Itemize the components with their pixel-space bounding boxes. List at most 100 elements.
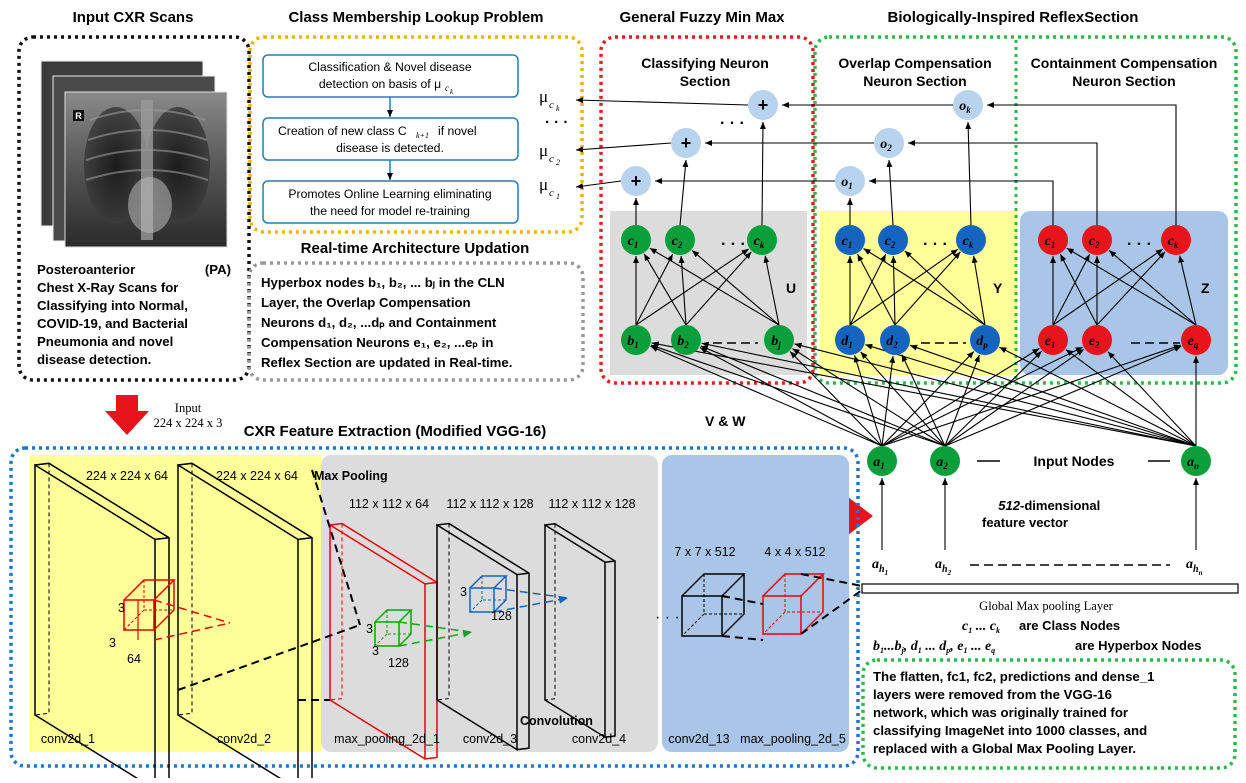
ah-label-1: ah1 <box>872 557 888 577</box>
edge-e-c <box>1052 253 1091 326</box>
edge-b-c <box>763 255 780 326</box>
class-node-z-k: ck <box>1161 225 1191 255</box>
gmp-label: Global Max pooling Layer <box>979 599 1113 613</box>
cube-conv2d-13 <box>681 573 746 637</box>
legend: c1 ... ck are Class Nodes b1...bj, d1 ..… <box>873 618 1201 655</box>
svg-text:ck: ck <box>754 234 765 250</box>
gmp-bar <box>861 583 1239 594</box>
feature-vector-label: 512 -dimensional feature vector <box>982 498 1100 530</box>
svg-text:c: c <box>549 99 554 111</box>
edge-b-c <box>691 250 780 326</box>
edge-d-c <box>849 248 959 326</box>
svg-text:+: + <box>758 95 769 115</box>
input-node-a1: a1 <box>867 446 897 476</box>
svg-text:feature vector: feature vector <box>982 515 1068 530</box>
cxr-desc-line-5: Pneumonia and novel <box>37 334 173 349</box>
section-titles: Classifying Neuron Section Overlap Compe… <box>641 55 1217 89</box>
plus-ellipsis: · · · <box>720 115 745 132</box>
edge-e-c <box>1066 247 1197 326</box>
svg-text:512: 512 <box>998 498 1020 513</box>
legend-class-sym: c1 ... ck <box>962 619 1000 635</box>
edge-input-hyperbox <box>944 345 1182 447</box>
svg-text:conv2d_13: conv2d_13 <box>668 732 729 746</box>
class-membership-header: Class Membership Lookup Problem <box>288 9 543 26</box>
realtime-header: Real-time Architecture Updation <box>301 240 530 257</box>
o-node-k: ok <box>953 90 983 120</box>
flow-box-2-line-2: disease is detected. <box>336 141 444 155</box>
cxr-description: Posteroanterior (PA) Chest X-Ray Scans f… <box>37 262 231 367</box>
svg-text:7 x 7 x 512: 7 x 7 x 512 <box>674 545 735 559</box>
edge-input-hyperbox <box>699 347 883 447</box>
svg-text:network, which was originally: network, which was originally trained fo… <box>873 705 1128 720</box>
edge-input-hyperbox <box>1107 351 1197 447</box>
svg-text:64: 64 <box>127 652 141 666</box>
flow-box-3-line-2: the need for model re-training <box>310 204 470 218</box>
edge-y2-o <box>886 159 894 226</box>
legend-hyperbox-sym: b1...bj, d1 ... dp, e1 ... eq <box>873 639 995 655</box>
hyperbox-node-bj: bj <box>764 325 794 355</box>
svg-text:+: + <box>681 133 692 153</box>
plus-node: + <box>748 90 778 120</box>
edge-input-hyperbox <box>881 351 975 447</box>
svg-text:112 x 112 x 128: 112 x 112 x 128 <box>548 497 635 511</box>
proj-conv2-2 <box>311 469 361 626</box>
svg-text:c1: c1 <box>842 234 853 250</box>
svg-text:o1: o1 <box>841 175 853 191</box>
svg-text:3: 3 <box>460 585 467 599</box>
realtime-line-3: Neurons d₁, d₂, ...dₚ and Containment <box>261 315 497 330</box>
svg-text:conv2d_1: conv2d_1 <box>41 732 95 746</box>
svg-text:c: c <box>549 187 554 199</box>
edge-input-hyperbox <box>792 348 946 447</box>
overlap-node-dp: dp <box>970 325 1000 355</box>
realtime-text: Hyperbox nodes b₁, b₂, ... bⱼ in the CLN… <box>261 275 512 370</box>
edge-input-hyperbox <box>901 354 946 447</box>
edge-c2-plus <box>679 159 689 226</box>
c-ellipsis-z: · · · <box>1127 236 1152 253</box>
edge-input-hyperbox <box>650 345 883 447</box>
svg-text:c: c <box>549 153 554 165</box>
overlap-title-1: Overlap Compensation <box>838 55 991 71</box>
cxr-desc-line-4: COVID-19, and Bacterial <box>37 316 188 331</box>
input-node-a2: a2 <box>930 446 960 476</box>
ah-labels: ah1 ah2 ahn <box>872 557 1203 577</box>
overlap-node-d2: d2 <box>880 325 910 355</box>
edge-d-c <box>904 250 986 326</box>
hyperbox-node-b2: b2 <box>671 325 701 355</box>
plus-node: + <box>671 128 701 158</box>
edge-input-hyperbox <box>944 354 980 447</box>
overlap-node-d1: d1 <box>835 325 865 355</box>
flow-box-1-subsub: k <box>450 88 454 96</box>
input-cxr-box <box>17 35 251 382</box>
svg-text:224 x 224 x 64: 224 x 224 x 64 <box>216 469 298 483</box>
slab-conv2d-4 <box>544 523 616 739</box>
svg-text:1: 1 <box>556 192 560 201</box>
plus-node: + <box>621 166 651 196</box>
svg-text:c2: c2 <box>672 234 683 250</box>
class-node-y-1: c1 <box>835 225 865 255</box>
edge-input-hyperbox <box>881 355 896 447</box>
membership-labels: μ c k · · · μ c 2 μ c 1 <box>539 87 568 201</box>
edge-z2-o <box>908 140 1098 225</box>
realtime-line-2: Layer, the Overlap Compensation <box>261 295 471 310</box>
max-pooling-label: Max Pooling <box>314 469 388 483</box>
network-nodes: + + + ok o2 o1 c1 c2 ck c1 c2 ck c1 c2 ck b1 b2 bj d1 d2 dp e… <box>621 90 1211 476</box>
classifying-title-1: Classifying Neuron <box>641 55 769 71</box>
flow-box-2-line-1b: if novel <box>438 124 477 138</box>
svg-text:112 x 112 x 64: 112 x 112 x 64 <box>349 497 429 511</box>
svg-text:layers were removed from the V: layers were removed from the VGG-16 <box>873 687 1112 702</box>
svg-text:c1: c1 <box>1045 234 1056 250</box>
mu-c2: μ <box>539 141 548 160</box>
class-node-y-2: c2 <box>878 225 908 255</box>
svg-text:k: k <box>556 104 560 113</box>
edge-input-hyperbox <box>1065 349 1197 447</box>
footnote-text: The flatten, fc1, fc2, predictions and d… <box>873 669 1154 756</box>
svg-text:conv2d_2: conv2d_2 <box>217 732 271 746</box>
edge-e-c <box>1059 253 1098 326</box>
kernel-green <box>374 609 413 647</box>
mu-ck: μ <box>539 87 548 106</box>
flow-box-2-sub: k+1 <box>416 131 429 140</box>
cube-maxpool-5 <box>762 573 825 635</box>
class-membership-box <box>248 35 584 234</box>
svg-text:max_pooling_2d_5: max_pooling_2d_5 <box>740 732 846 746</box>
edge-e-c <box>1108 250 1197 326</box>
